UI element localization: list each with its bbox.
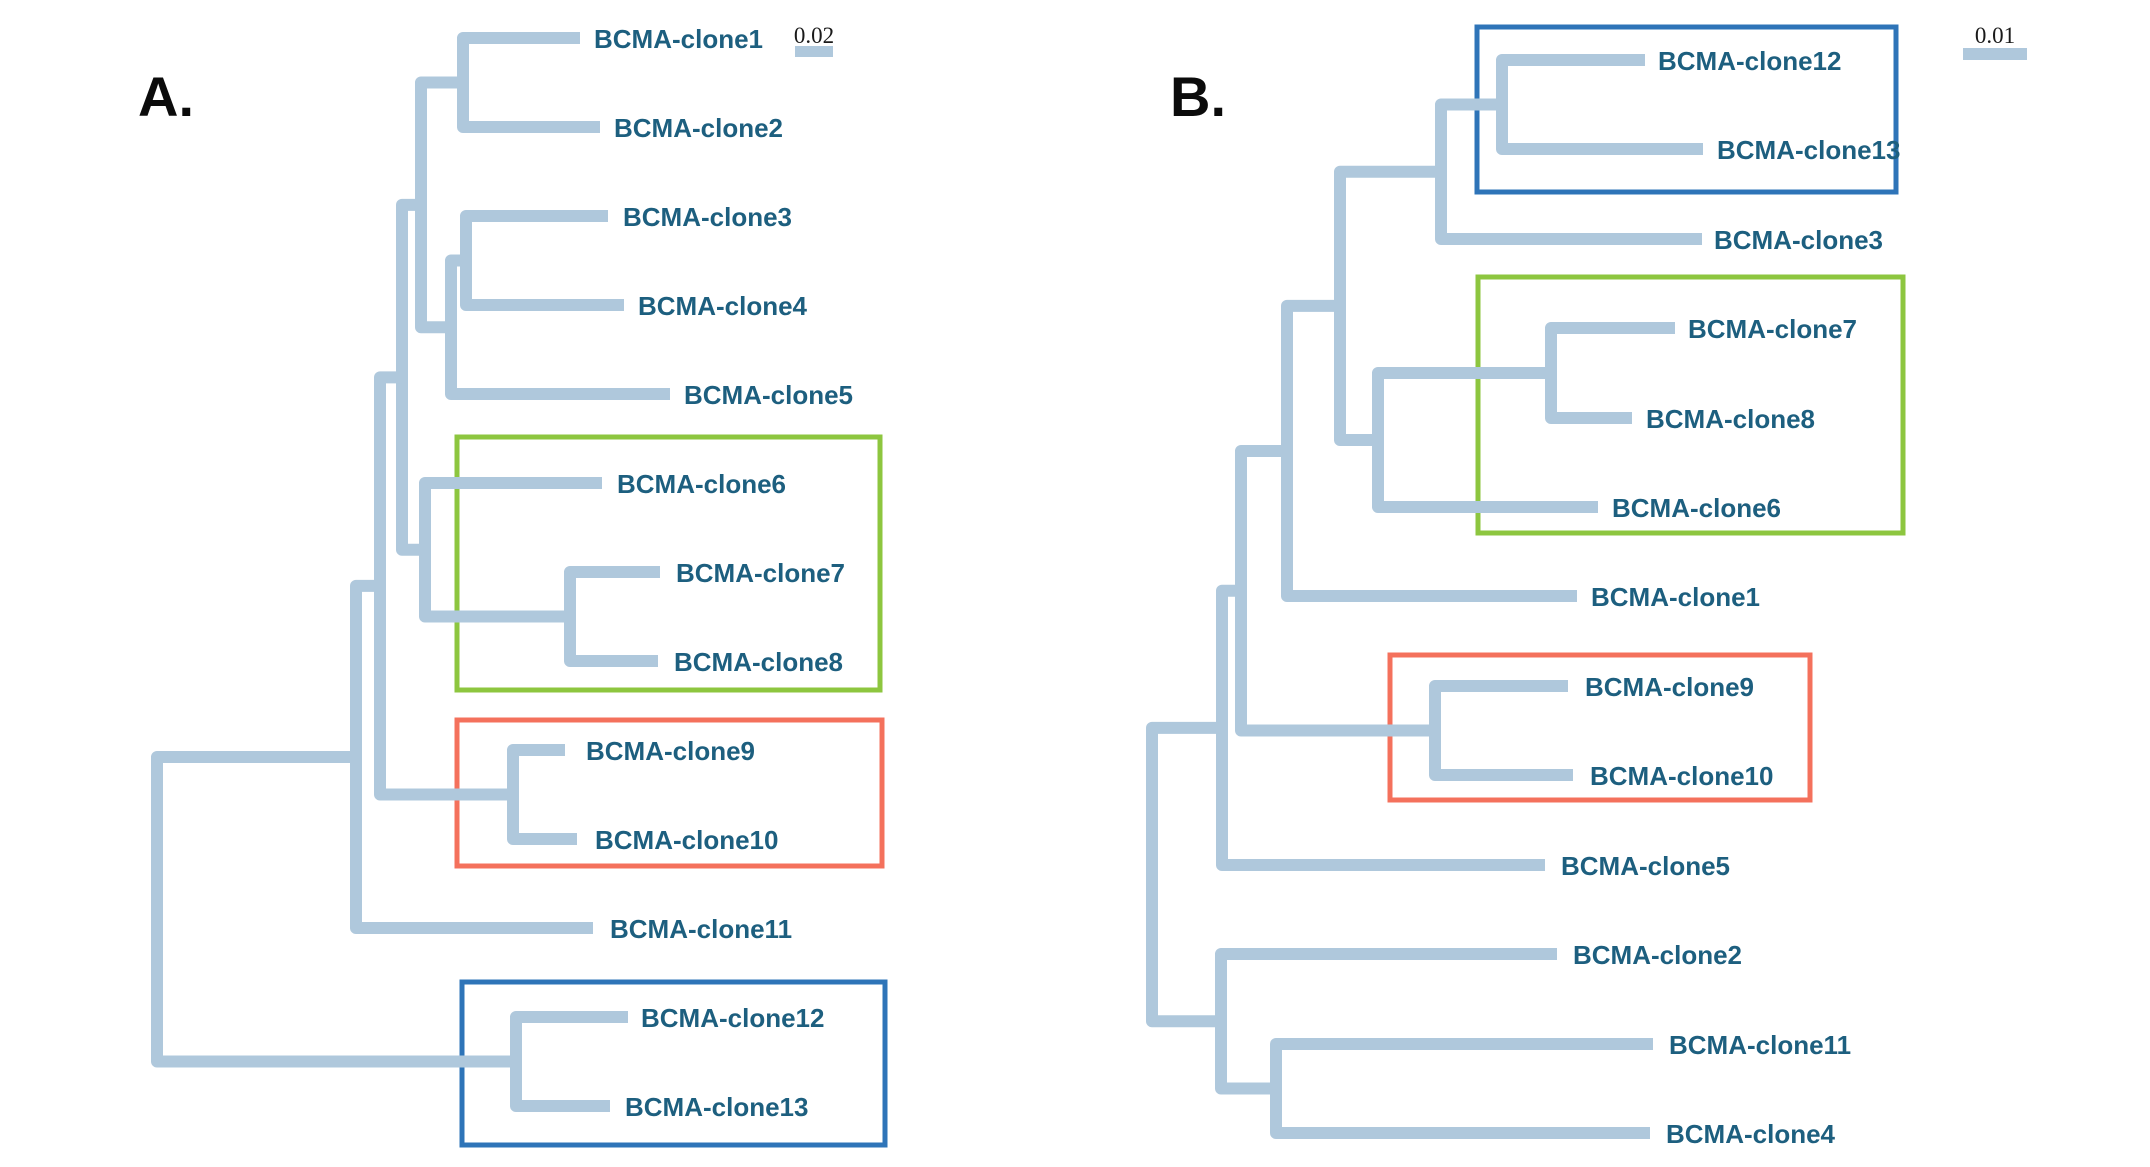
branch-a-root — [151, 750, 516, 1068]
branch-a-n78 — [564, 566, 660, 667]
panel-label-a: A. — [138, 65, 194, 128]
branch-b-n786 — [1372, 367, 1598, 513]
leaf-label-b-clone5: BCMA-clone5 — [1561, 851, 1730, 881]
branch-b-nupper1 — [1281, 299, 1577, 602]
branch-b-n910 — [1429, 680, 1573, 781]
branch-a-n34 — [460, 210, 624, 311]
leaf-label-b-clone2: BCMA-clone2 — [1573, 940, 1742, 970]
leaf-label-b-clone10: BCMA-clone10 — [1590, 761, 1773, 791]
scale-bar-b — [1963, 48, 2027, 60]
leaf-label-b-clone9: BCMA-clone9 — [1585, 672, 1754, 702]
scale-bar-label-b: 0.01 — [1975, 23, 2015, 48]
leaf-label-a-clone3: BCMA-clone3 — [623, 202, 792, 232]
branch-b-root — [1146, 721, 1222, 1028]
branch-b-n114 — [1270, 1038, 1653, 1139]
clade-box-green-panel-b — [1475, 274, 1906, 536]
leaf-label-a-clone12: BCMA-clone12 — [641, 1003, 824, 1033]
clade-box-green-panel-a — [454, 434, 883, 693]
leaf-label-b-clone3: BCMA-clone3 — [1714, 225, 1883, 255]
leaf-label-a-clone13: BCMA-clone13 — [625, 1092, 808, 1122]
leaf-label-a-clone5: BCMA-clone5 — [684, 380, 853, 410]
branch-b-n12133 — [1435, 98, 1702, 245]
branch-a-n345 — [445, 254, 670, 400]
branch-a-n12 — [457, 32, 600, 133]
panel-label-b: B. — [1170, 65, 1226, 128]
branch-b-nupper — [1334, 165, 1441, 446]
leaf-label-b-clone13: BCMA-clone13 — [1717, 135, 1900, 165]
leaf-label-b-clone8: BCMA-clone8 — [1646, 404, 1815, 434]
scale-bar-label-a: 0.02 — [794, 23, 834, 48]
leaf-label-a-clone2: BCMA-clone2 — [614, 113, 783, 143]
leaf-label-b-clone7: BCMA-clone7 — [1688, 314, 1857, 344]
leaf-label-a-clone11: BCMA-clone11 — [610, 914, 792, 944]
leaf-label-a-clone4: BCMA-clone4 — [638, 291, 808, 321]
panel-a: BCMA-clone1 BCMA-clone2 BCMA-clone3 BCMA-cl… — [138, 23, 888, 1148]
leaf-label-b-clone11: BCMA-clone11 — [1669, 1030, 1851, 1060]
leaf-label-a-clone1: BCMA-clone1 — [594, 24, 763, 54]
leaf-label-a-clone6: BCMA-clone6 — [617, 469, 786, 499]
leaf-label-b-clone4: BCMA-clone4 — [1666, 1119, 1836, 1149]
branch-a-n1to11 — [350, 579, 593, 934]
leaf-label-a-clone10: BCMA-clone10 — [595, 825, 778, 855]
panel-b: BCMA-clone12 BCMA-clone13 BCMA-clone3 BCMA-… — [1146, 23, 2027, 1149]
leaf-label-a-clone9: BCMA-clone9 — [586, 736, 755, 766]
leaf-label-a-clone8: BCMA-clone8 — [674, 647, 843, 677]
leaf-label-b-clone12: BCMA-clone12 — [1658, 46, 1841, 76]
branch-a-n1213 — [510, 1011, 628, 1112]
scale-bar-a — [795, 46, 833, 57]
leaf-label-b-clone1: BCMA-clone1 — [1591, 582, 1760, 612]
branch-a-n910 — [507, 744, 577, 845]
leaf-label-a-clone7: BCMA-clone7 — [676, 558, 845, 588]
leaf-label-b-clone6: BCMA-clone6 — [1612, 493, 1781, 523]
